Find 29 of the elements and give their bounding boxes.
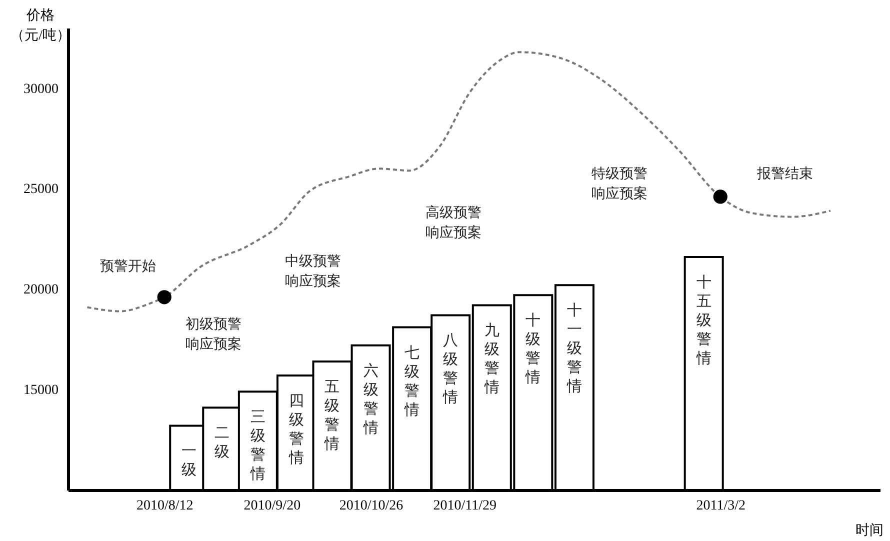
annotation: 特级预警响应预案: [591, 166, 648, 202]
annotation: 十一级警情: [566, 302, 582, 396]
annotation: 七级警情: [404, 344, 420, 418]
annotation: 九级警情: [483, 322, 500, 396]
y-tick-label: 30000: [24, 82, 58, 97]
annotation: 预警开始: [100, 258, 156, 274]
x-tick-label: 2010/9/20: [244, 498, 301, 514]
annotation: 初级预警响应预案: [185, 316, 242, 353]
annotation: 五级警情: [324, 379, 340, 452]
x-tick-label: 2010/11/29: [433, 498, 496, 514]
y-tick-label: 25000: [24, 182, 58, 198]
annotation: 八级警情: [442, 333, 458, 406]
x-tick-label: 2011/3/2: [696, 498, 746, 514]
annotation: 六级警情: [362, 362, 378, 436]
x-tick-label: 2010/8/12: [136, 498, 194, 514]
annotation: 二级: [214, 426, 230, 461]
annotation: 十级警情: [524, 312, 541, 386]
y-tick-label: 15000: [24, 383, 58, 398]
annotation: 一级: [182, 444, 197, 479]
annotation: 高级预警响应预案: [426, 204, 482, 241]
y-tick-label: 20000: [24, 282, 58, 298]
annotation: 四级警情: [288, 394, 304, 467]
x-tick-label: 2010/10/26: [339, 498, 404, 514]
annotation: 十五级警情: [695, 274, 712, 367]
x-axis-title: 时间: [856, 522, 884, 538]
y-axis-title: 价格（元/吨）: [10, 8, 70, 44]
annotation: 中级预警响应预案: [285, 253, 342, 290]
annotation: 三级警情: [249, 410, 266, 483]
annotation: 报警结束: [756, 166, 813, 182]
